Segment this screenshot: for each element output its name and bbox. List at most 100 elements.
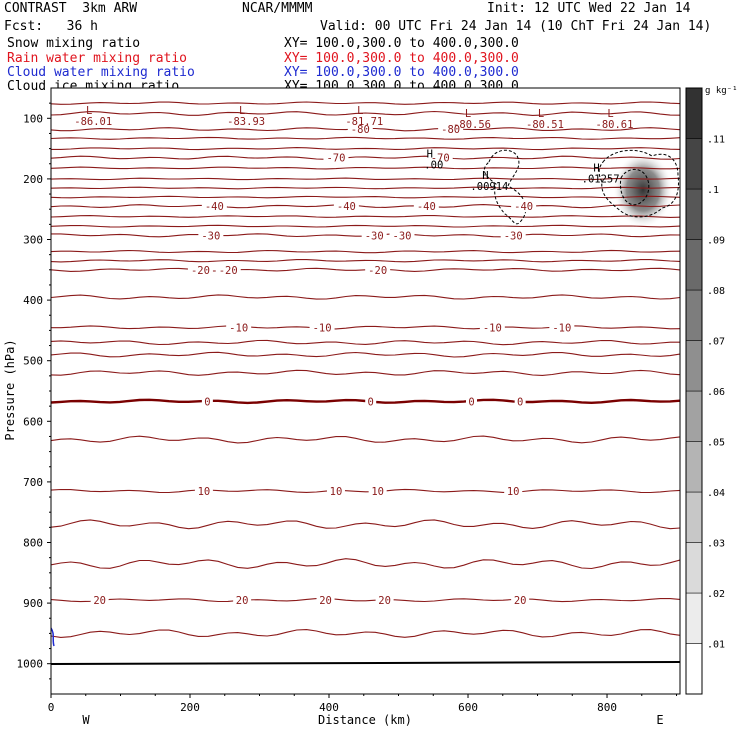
contour-label: -30 xyxy=(504,230,523,242)
colorbar-tick-label: .06 xyxy=(707,387,725,398)
contour-label: -10 xyxy=(229,322,248,334)
field-name-cloud-water: Cloud water mixing ratio xyxy=(7,65,195,80)
contour-label-bg xyxy=(316,594,335,607)
y-tick-label: 500 xyxy=(23,355,43,368)
contour-label-bg xyxy=(413,200,439,213)
contour-label: 20 xyxy=(514,595,527,607)
colorbar-segment xyxy=(685,390,703,442)
contour-label-bg xyxy=(194,484,213,497)
contour-label-bg xyxy=(233,594,252,607)
contour-label-bg xyxy=(438,123,464,136)
y-tick-label: 600 xyxy=(23,415,43,428)
extremum-value: .00 xyxy=(424,160,443,172)
field-xy-snow: XY= 100.0,300.0 to 400.0,300.0 xyxy=(284,36,519,51)
field-name-rain: Rain water mixing ratio xyxy=(7,51,188,66)
temperature-contour-10 xyxy=(51,488,680,494)
temperature-contour-minor xyxy=(51,177,680,181)
contour-label-bg xyxy=(347,123,373,136)
high-marker: H xyxy=(427,149,433,161)
contour-label-bg xyxy=(511,594,530,607)
temperature-contour-minor xyxy=(51,195,680,199)
surface-line xyxy=(51,661,680,665)
y-tick-label: 100 xyxy=(23,112,43,125)
y-tick-label: 400 xyxy=(23,294,43,307)
colorbar-segment xyxy=(685,188,703,240)
contour-label-bg xyxy=(549,321,575,334)
colorbar-unit: g kg⁻¹ xyxy=(705,86,738,96)
colorbar-frame xyxy=(685,87,703,695)
contour-label: 20 xyxy=(93,595,106,607)
low-marker: L xyxy=(357,105,363,117)
high-marker: H xyxy=(593,163,599,175)
contour-label: -30 xyxy=(201,230,220,242)
colorbar-tick-label: .03 xyxy=(707,539,725,550)
y-axis-label: Pressure (hPa) xyxy=(3,339,17,440)
temperature-contour-m70 xyxy=(51,155,680,160)
colorbar-segment xyxy=(685,340,703,392)
x-tick-label: 200 xyxy=(180,701,200,714)
contour-label: -70 xyxy=(431,153,450,165)
contour-label: -40 xyxy=(337,201,356,213)
colorbar-tick-label: .08 xyxy=(707,286,725,297)
colorbar-segment xyxy=(685,592,703,644)
x-tick-label: 600 xyxy=(458,701,478,714)
colorbar-tick-label: .09 xyxy=(707,236,725,247)
y-tick-label: 900 xyxy=(23,597,43,610)
extremum-value: .01257 xyxy=(582,174,620,186)
temperature-contour-minor xyxy=(51,435,680,444)
temperature-contour-minor xyxy=(51,339,680,346)
contour-label-bg xyxy=(90,594,109,607)
contour-label: -10 xyxy=(552,322,571,334)
temperature-contour-m40 xyxy=(51,204,680,209)
high-marker: H xyxy=(482,170,488,182)
contour-label-bg xyxy=(201,200,227,213)
contour-label: -10 xyxy=(313,322,332,334)
contour-label-bg xyxy=(187,263,213,276)
extremum-value: -81.71 xyxy=(345,116,383,128)
extremum-value: .00914 xyxy=(470,181,508,193)
y-tick-label: 200 xyxy=(23,173,43,186)
temperature-contour-minor xyxy=(51,215,680,218)
cloud-water-edge-contour xyxy=(51,627,55,647)
contour-label-bg xyxy=(323,151,349,164)
temperature-contour-minor xyxy=(51,166,680,170)
temperature-contour-minor xyxy=(51,101,680,105)
contour-label: -70 xyxy=(326,153,345,165)
contour-label: 0 xyxy=(368,396,374,408)
contour-label-bg xyxy=(511,200,537,213)
init-time: Init: 12 UTC Wed 22 Jan 14 xyxy=(487,1,691,16)
forecast-hour: Fcst: 36 h xyxy=(4,19,98,34)
low-marker: L xyxy=(607,108,613,120)
colorbar-tick-label: .01 xyxy=(707,640,725,651)
colorbar-segment xyxy=(685,643,703,695)
contour-label-bg xyxy=(201,395,213,408)
contour-label: 20 xyxy=(236,595,249,607)
extremum-value: -83.93 xyxy=(227,116,265,128)
contour-label: -40 xyxy=(205,201,224,213)
temperature-contour-minor xyxy=(51,136,680,140)
contour-label-bg xyxy=(504,484,523,497)
contour-label: -80 xyxy=(441,124,460,136)
contour-label-bg xyxy=(365,395,377,408)
contour-label: 20 xyxy=(378,595,391,607)
contour-label-bg xyxy=(361,229,387,242)
source-label: NCAR/MMMM xyxy=(242,1,313,16)
y-tick-label: 1000 xyxy=(17,658,44,671)
contour-label-bg xyxy=(309,321,335,334)
cloud-water-contour xyxy=(483,149,527,225)
x-axis-label: Distance (km) xyxy=(318,713,412,727)
contour-label-bg xyxy=(215,263,241,276)
extremum-value: -80.56 xyxy=(453,119,491,131)
contour-label: -20 xyxy=(219,265,238,277)
contour-label: -30 xyxy=(365,230,384,242)
colorbar-segment xyxy=(685,491,703,543)
temperature-contour-minor xyxy=(51,249,680,254)
colorbar-tick-label: .11 xyxy=(707,135,725,146)
y-tick-label: 300 xyxy=(23,234,43,247)
contour-label-bg xyxy=(465,395,477,408)
contour-label-bg xyxy=(389,229,415,242)
colorbar-tick-label: .07 xyxy=(707,337,725,348)
contour-label: 20 xyxy=(319,595,332,607)
low-marker: L xyxy=(239,105,245,117)
x-tick-label: 0 xyxy=(48,701,55,714)
